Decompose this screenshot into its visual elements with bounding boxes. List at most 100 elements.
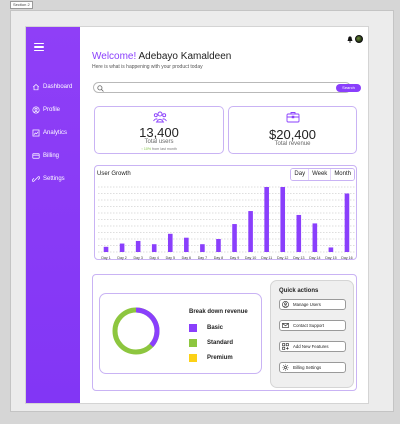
chart-bar [200, 244, 205, 252]
menu-icon[interactable] [34, 43, 44, 51]
page-subtitle: Here is what is happening with your prod… [92, 64, 203, 70]
grid-plus-icon [282, 343, 289, 350]
billing-icon [32, 153, 40, 159]
period-day-button[interactable]: Day [291, 169, 310, 180]
profile-icon [32, 106, 40, 114]
chart-x-tick-label: Day 10 [245, 256, 256, 260]
chart-x-tick-label: Day 16 [341, 256, 352, 260]
add-new-features-button[interactable]: Add New Features [279, 341, 346, 352]
chart-x-tick-label: Day 9 [230, 256, 239, 260]
search-input[interactable] [106, 84, 306, 92]
legend-swatch [189, 354, 197, 362]
chart-x-tick-label: Day 7 [198, 256, 207, 260]
quick-action-label: Billing Settings [293, 365, 322, 370]
chart-x-tick-label: Day 13 [293, 256, 304, 260]
gear-icon [282, 364, 289, 371]
user-name: Adebayo Kamaldeen [138, 51, 232, 62]
chart-x-tick-label: Day 3 [133, 256, 142, 260]
chart-x-tick-label: Day 6 [182, 256, 191, 260]
change-value: ↑ 10% [141, 147, 152, 151]
revenue-donut-chart [112, 307, 160, 355]
sidebar-item-label: Settings [43, 176, 65, 182]
chart-x-tick-label: Day 15 [325, 256, 336, 260]
chart-x-tick-label: Day 5 [166, 256, 175, 260]
dashboard-app: Dashboard Profile Analytics Billing Sett… [26, 27, 368, 403]
chart-x-tick-label: Day 4 [150, 256, 159, 260]
total-users-change: ↑ 10% from last month [95, 147, 223, 151]
total-revenue-card: $20,400 Total revenue [228, 106, 357, 154]
period-selector: Day Week Month [290, 168, 355, 181]
frame-label: Section 2 [10, 1, 33, 9]
billing-settings-button[interactable]: Billing Settings [279, 362, 346, 373]
quick-action-label: Add New Features [293, 344, 329, 349]
chart-x-tick-label: Day 1 [101, 256, 110, 260]
users-icon [282, 301, 289, 308]
legend-swatch [189, 324, 197, 332]
chart-bar [216, 239, 221, 252]
quick-actions-panel: Quick actions Manage Users Contact Suppo… [270, 280, 354, 388]
chart-x-tick-label: Day 12 [277, 256, 288, 260]
sidebar-item-settings[interactable]: Settings [32, 173, 80, 185]
chart-bar [103, 246, 109, 252]
welcome-prefix: Welcome! [92, 51, 137, 62]
mail-icon [282, 323, 289, 328]
chart-bar [167, 233, 173, 252]
legend-item-standard: Standard [189, 339, 233, 347]
sidebar: Dashboard Profile Analytics Billing Sett… [26, 27, 80, 403]
welcome-heading: Welcome! Adebayo Kamaldeen [92, 51, 231, 62]
search-button[interactable]: Search [336, 84, 361, 92]
home-icon [32, 83, 40, 91]
period-week-button[interactable]: Week [309, 169, 332, 180]
chart-bar [312, 223, 318, 252]
chart-x-tick-label: Day 8 [214, 256, 223, 260]
breakdown-title: Break down revenue [189, 309, 248, 315]
quick-action-label: Manage Users [293, 302, 321, 307]
sidebar-item-billing[interactable]: Billing [32, 150, 80, 162]
manage-users-button[interactable]: Manage Users [279, 299, 346, 310]
chart-x-tick-label: Day 2 [117, 256, 126, 260]
legend-label: Standard [207, 340, 234, 346]
donut-slice-basic [135, 307, 160, 348]
sidebar-item-label: Dashboard [43, 84, 73, 90]
settings-icon [32, 176, 40, 182]
chart-bar [328, 247, 334, 252]
chart-bar [184, 237, 189, 252]
chart-bar [119, 243, 125, 252]
chart-bar [264, 187, 269, 252]
chart-bar [248, 211, 253, 252]
contact-support-button[interactable]: Contact Support [279, 320, 346, 331]
legend-label: Premium [207, 355, 233, 361]
chart-bar [135, 240, 141, 252]
bell-icon[interactable] [347, 36, 353, 43]
main-content: Welcome! Adebayo Kamaldeen Here is what … [80, 27, 368, 403]
revenue-breakdown-card: Break down revenue Basic Standard Premiu… [99, 293, 262, 374]
sidebar-item-label: Analytics [43, 130, 68, 136]
legend-swatch [189, 339, 197, 347]
chart-bar [280, 187, 286, 252]
avatar[interactable] [355, 35, 363, 43]
chart-bar [232, 224, 237, 252]
user-growth-card: User Growth Day Week Month Day 1 Day 2 Day… [94, 165, 357, 260]
sidebar-item-dashboard[interactable]: Dashboard [32, 81, 80, 93]
chart-bar [344, 193, 350, 252]
quick-actions-title: Quick actions [279, 288, 319, 294]
user-growth-chart: Day 1 Day 2 Day 3 Day 4 Day 5 Day 6 Day 7 Day 8… [98, 186, 355, 260]
change-suffix: from last month [151, 147, 177, 151]
period-month-button[interactable]: Month [331, 169, 354, 180]
chart-bar [296, 214, 302, 252]
sidebar-nav: Dashboard Profile Analytics Billing Sett… [32, 81, 80, 196]
search-bar: Search [93, 82, 361, 93]
legend-item-basic: Basic [189, 324, 223, 332]
sidebar-item-profile[interactable]: Profile [32, 104, 80, 116]
total-users-card: 13,400 Total users ↑ 10% from last month [94, 106, 224, 154]
total-revenue-value: $20,400 [269, 127, 316, 142]
quick-action-label: Contact Support [293, 323, 325, 328]
legend-label: Basic [207, 325, 224, 331]
chart-x-tick-label: Day 11 [261, 256, 272, 260]
analytics-icon [32, 129, 40, 137]
users-group-icon [153, 111, 167, 123]
sidebar-item-analytics[interactable]: Analytics [32, 127, 80, 139]
total-revenue-label: Total revenue [274, 141, 311, 147]
search-icon [97, 84, 104, 92]
chart-bar [151, 244, 157, 252]
